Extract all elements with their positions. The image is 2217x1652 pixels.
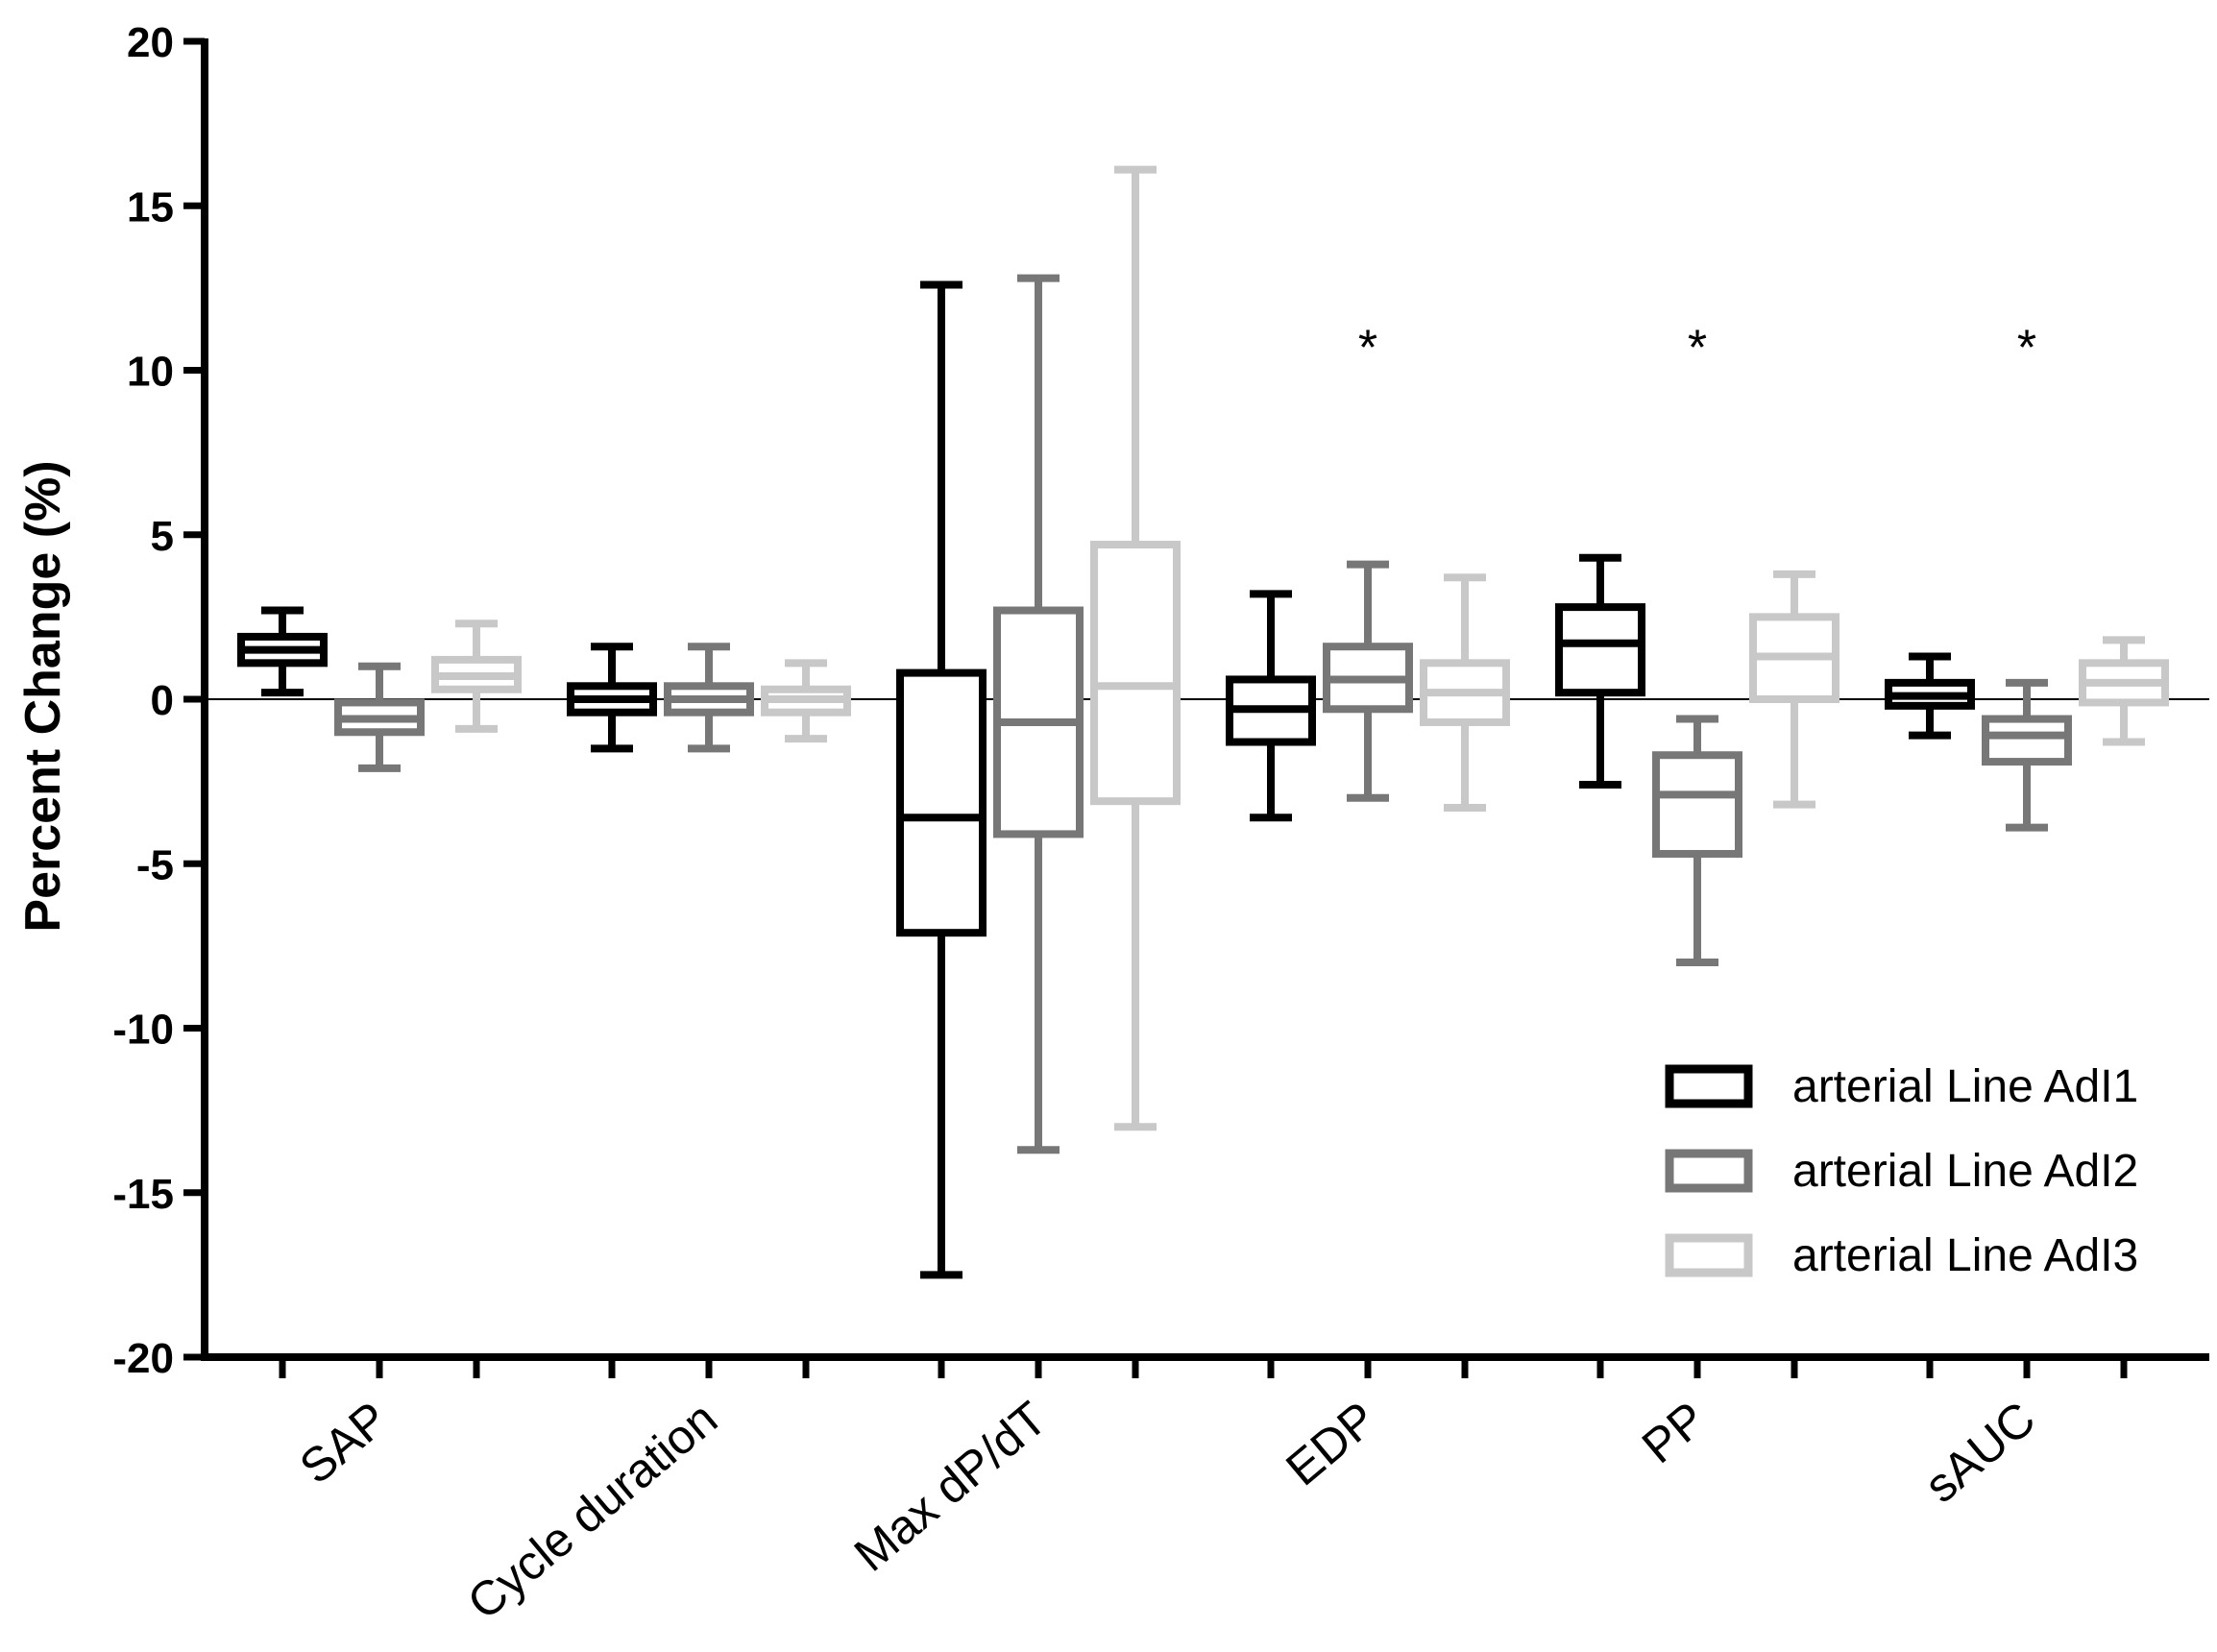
legend-item: arterial Line AdI3	[1665, 1230, 2138, 1281]
box-arterial-line-adi3-sap	[431, 620, 522, 733]
legend-item: arterial Line AdI1	[1665, 1061, 2138, 1112]
y-tick-label: -15	[112, 1171, 174, 1218]
category-label: SAP	[289, 1392, 398, 1494]
box-plots	[237, 165, 2169, 1279]
box-arterial-line-adi1-pp	[1555, 553, 1645, 790]
box-arterial-line-adi1-max-dp-dt	[896, 280, 987, 1279]
box-arterial-line-adi1-cycle-duration	[567, 643, 657, 753]
category-label: sAUC	[1914, 1392, 2045, 1514]
category-label: PP	[1632, 1392, 1716, 1474]
y-tick-label: -5	[136, 841, 174, 888]
significance-asterisk: *	[1688, 321, 1707, 377]
box-arterial-line-adi3-pp	[1749, 570, 1839, 809]
box-arterial-line-adi3-max-dp-dt	[1090, 165, 1181, 1131]
y-tick-label: 0	[151, 677, 174, 724]
y-tick-label: -20	[112, 1335, 174, 1382]
box-arterial-line-adi3-edp	[1420, 573, 1510, 813]
box-arterial-line-adi2-sauc	[1982, 678, 2072, 832]
box-arterial-line-adi1-sap	[237, 606, 328, 697]
legend-swatch	[1665, 1064, 1753, 1108]
box-arterial-line-adi2-max-dp-dt	[993, 274, 1084, 1154]
significance-annotations: * * *	[1358, 321, 2036, 377]
y-tick-label: 5	[151, 513, 174, 560]
box-iqr	[896, 668, 987, 937]
y-ticks: -20 -15 -10 -5 0 5 10 15 20	[112, 19, 205, 1382]
y-tick-label: 15	[127, 183, 174, 231]
box-arterial-line-adi3-sauc	[2079, 636, 2169, 746]
y-tick-label: 10	[127, 349, 174, 396]
significance-asterisk: *	[1358, 321, 1377, 377]
y-tick-label: -10	[112, 1007, 174, 1054]
box-iqr	[1555, 603, 1645, 697]
category-label: Cycle duration	[457, 1392, 727, 1630]
box-arterial-line-adi1-edp	[1226, 590, 1316, 822]
box-arterial-line-adi2-edp	[1323, 560, 1413, 802]
x-ticks	[279, 1357, 2128, 1378]
legend-label: arterial Line AdI1	[1792, 1061, 2138, 1112]
y-axis-label: Percent Change (%)	[15, 460, 71, 932]
category-label: EDP	[1276, 1392, 1386, 1496]
category-labels: SAP Cycle duration Max dP/dT EDP PP sAUC	[289, 1392, 2045, 1630]
box-arterial-line-adi1-sauc	[1885, 652, 1975, 740]
legend-label: arterial Line AdI2	[1792, 1146, 2138, 1197]
legend-label: arterial Line AdI3	[1792, 1230, 2138, 1281]
box-arterial-line-adi2-sap	[334, 662, 425, 772]
box-iqr	[1982, 715, 2072, 766]
box-arterial-line-adi2-cycle-duration	[664, 643, 754, 753]
box-iqr	[1090, 541, 1181, 806]
significance-asterisk: *	[2017, 321, 2036, 377]
category-label: Max dP/dT	[844, 1392, 1057, 1582]
box-arterial-line-adi3-cycle-duration	[761, 659, 851, 743]
y-tick-label: 20	[127, 19, 174, 66]
legend: arterial Line AdI1 arterial Line AdI2 arte…	[1665, 1061, 2138, 1281]
box-arterial-line-adi2-pp	[1652, 715, 1742, 966]
legend-swatch	[1665, 1233, 1753, 1277]
legend-swatch	[1665, 1149, 1753, 1193]
box-iqr	[1652, 751, 1742, 858]
legend-item: arterial Line AdI2	[1665, 1146, 2138, 1197]
